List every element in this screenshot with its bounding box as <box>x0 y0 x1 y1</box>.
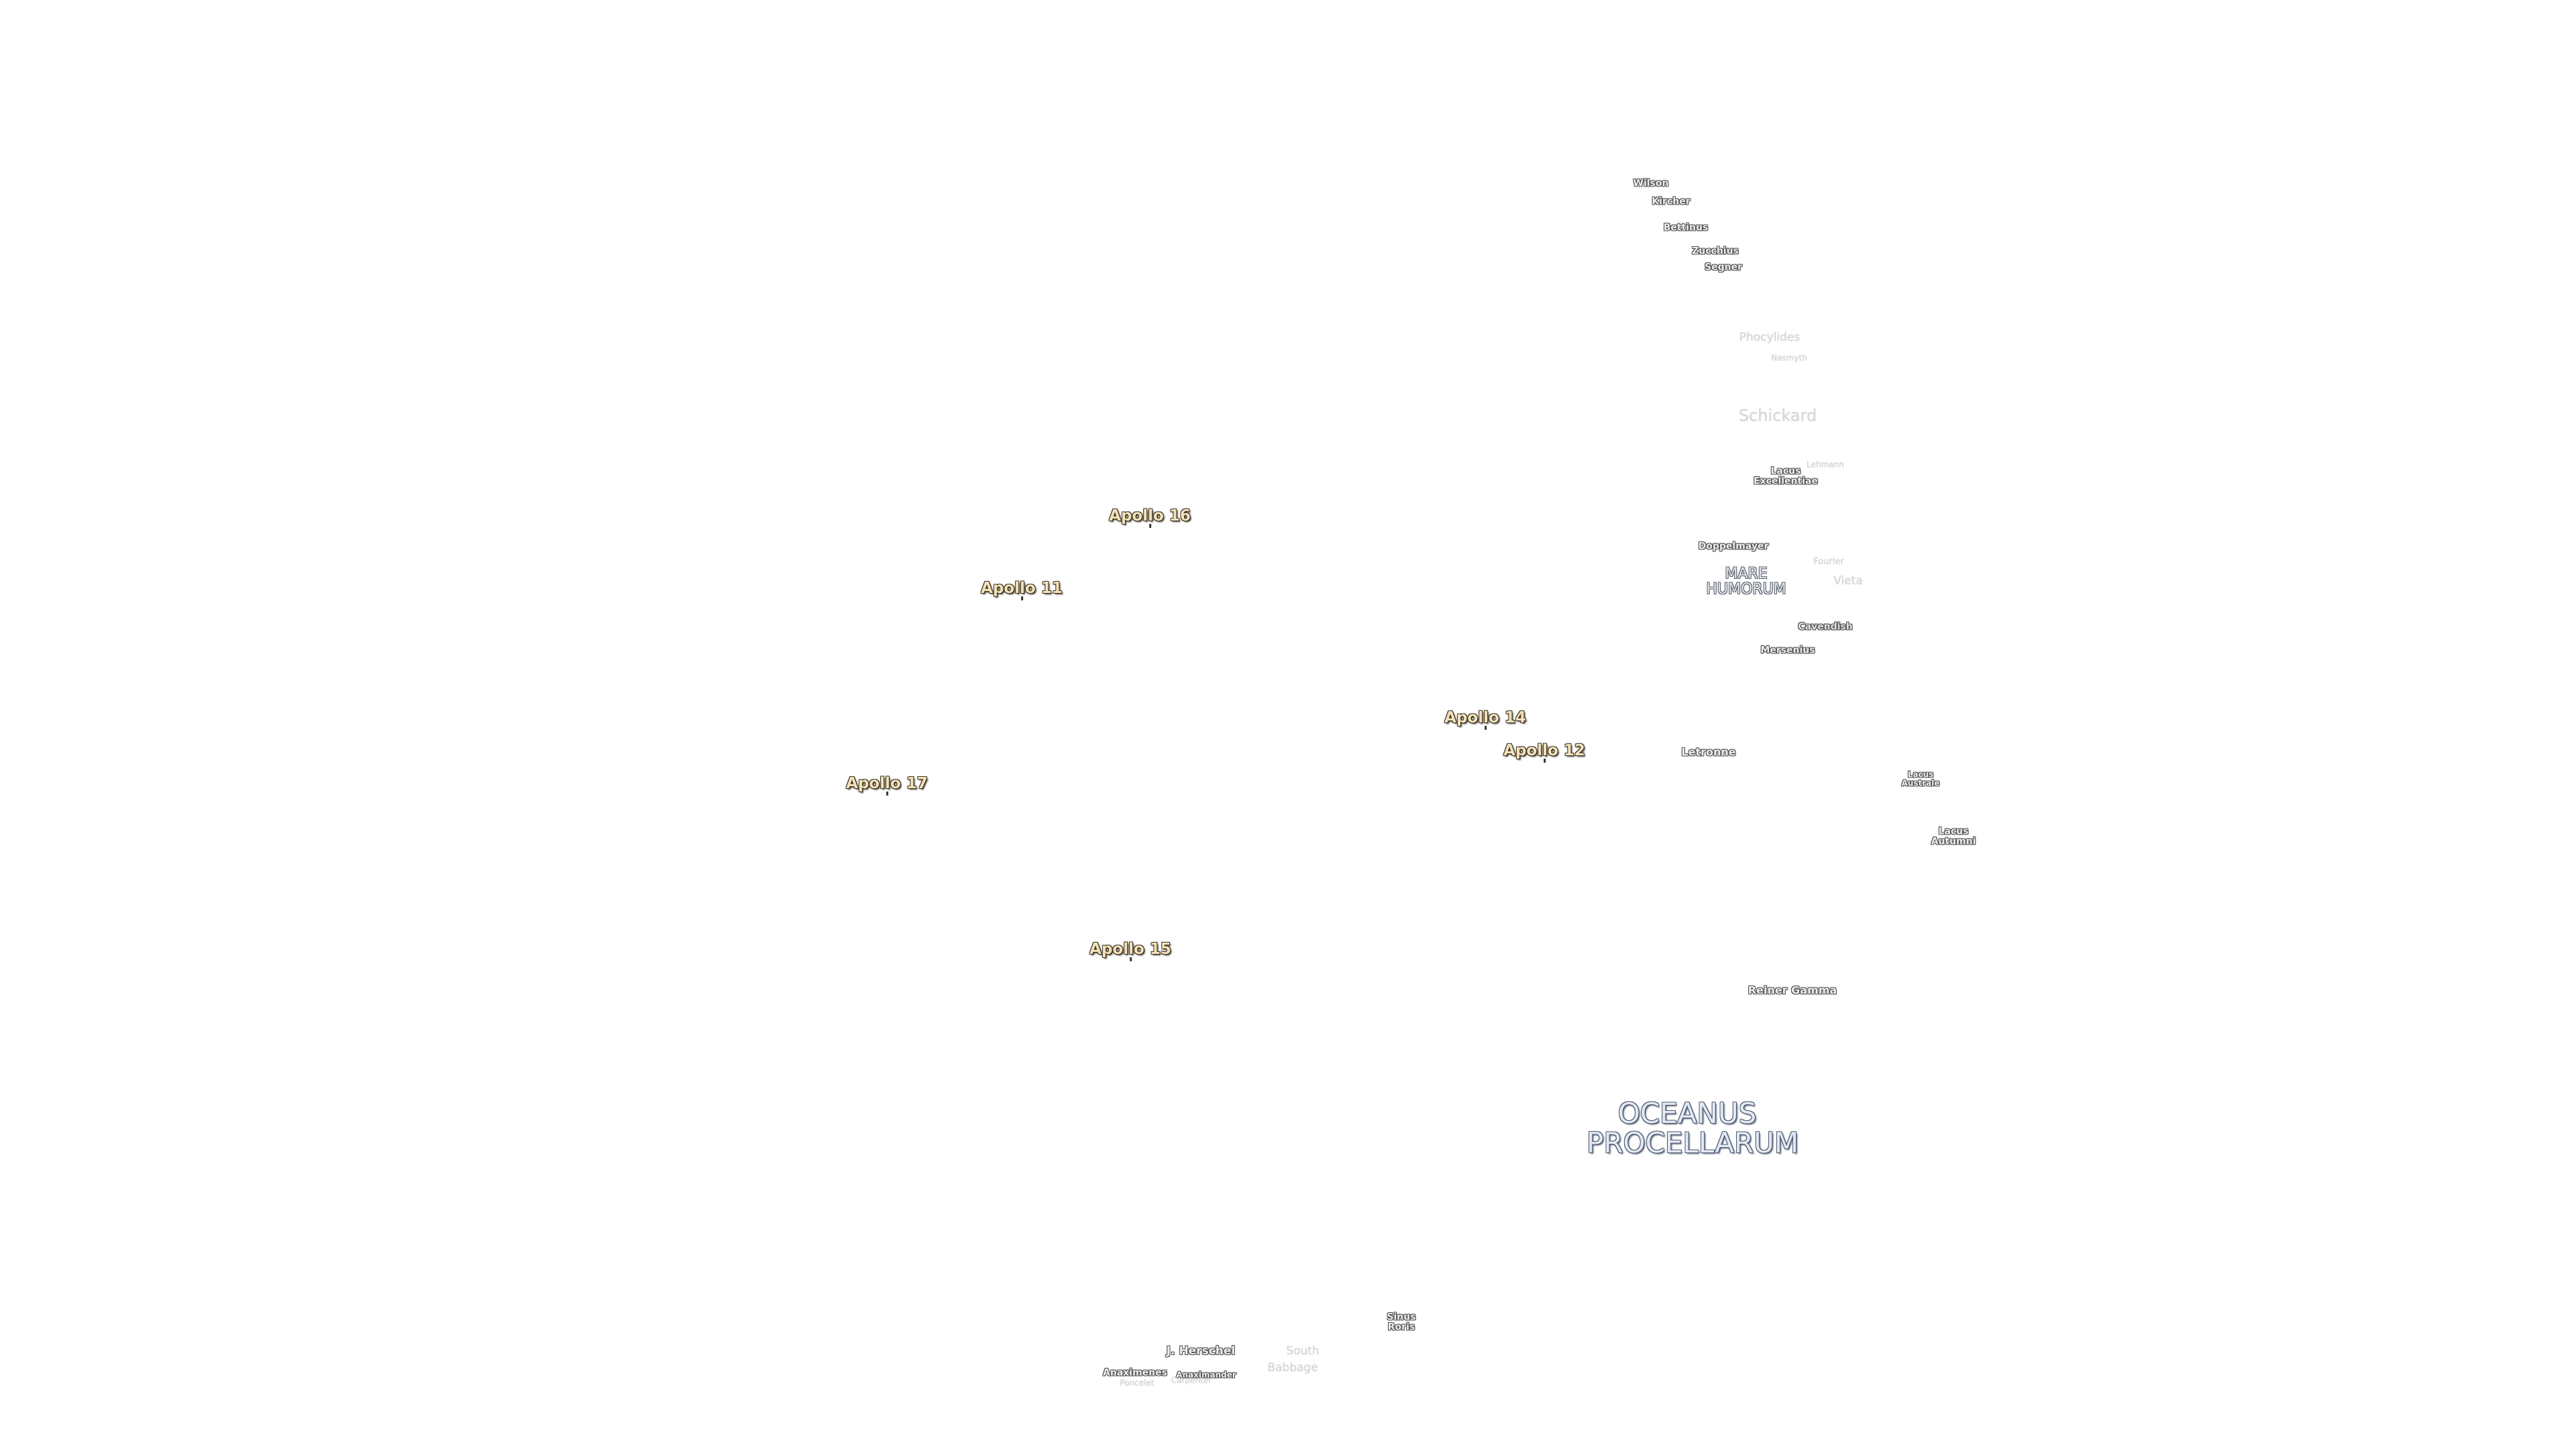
feature-label: Cavendish <box>1798 621 1853 633</box>
apollo-label: Apollo 17 <box>846 774 928 796</box>
apollo-label: Apollo 11 <box>981 579 1063 601</box>
mare-label: MARE HUMORUM <box>1706 565 1786 598</box>
feature-label: Segner <box>1705 262 1742 273</box>
feature-label: Phocylides <box>1739 331 1801 345</box>
feature-label: Bettinus <box>1663 222 1709 233</box>
feature-label: Vieta <box>1833 574 1863 588</box>
feature-label: Letronne <box>1681 745 1736 759</box>
feature-label: Babbage <box>1267 1361 1318 1375</box>
feature-label: Lacus Australe <box>1901 769 1940 788</box>
feature-label: Lacus Excellentiae <box>1754 466 1818 486</box>
feature-label: Mersenius <box>1760 645 1815 656</box>
feature-label: J. Herschel <box>1166 1344 1236 1358</box>
feature-label: Lehmann <box>1807 460 1844 470</box>
feature-label: Anaximander <box>1176 1370 1236 1380</box>
feature-label: Anaximenes <box>1103 1367 1167 1379</box>
feature-label: Schickard <box>1738 406 1817 425</box>
apollo-label: Apollo 14 <box>1444 708 1526 731</box>
feature-label: Kircher <box>1652 196 1690 207</box>
feature-label: Poncelet <box>1120 1378 1155 1388</box>
feature-label: Lacus Autumni <box>1931 826 1976 847</box>
apollo-label: Apollo 16 <box>1109 506 1191 529</box>
apollo-label: Apollo 15 <box>1089 940 1171 962</box>
feature-label: South <box>1286 1344 1320 1358</box>
feature-label: Wilson <box>1633 178 1669 189</box>
ocean-label: OCEANUS PROCELLARUM <box>1587 1096 1799 1159</box>
feature-label: Doppelmayer <box>1698 541 1769 552</box>
feature-label: Sinus Roris <box>1387 1311 1416 1332</box>
feature-label: Carpenter <box>1171 1375 1212 1385</box>
feature-label: Nasmyth <box>1771 353 1807 363</box>
feature-label: Reiner Gamma <box>1748 983 1837 997</box>
apollo-label: Apollo 12 <box>1503 741 1585 763</box>
feature-label: Fourier <box>1813 557 1844 568</box>
feature-label: Zucchius <box>1692 246 1739 257</box>
